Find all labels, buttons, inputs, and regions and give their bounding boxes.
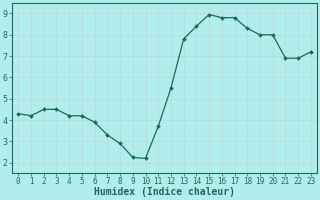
X-axis label: Humidex (Indice chaleur): Humidex (Indice chaleur)	[94, 187, 235, 197]
